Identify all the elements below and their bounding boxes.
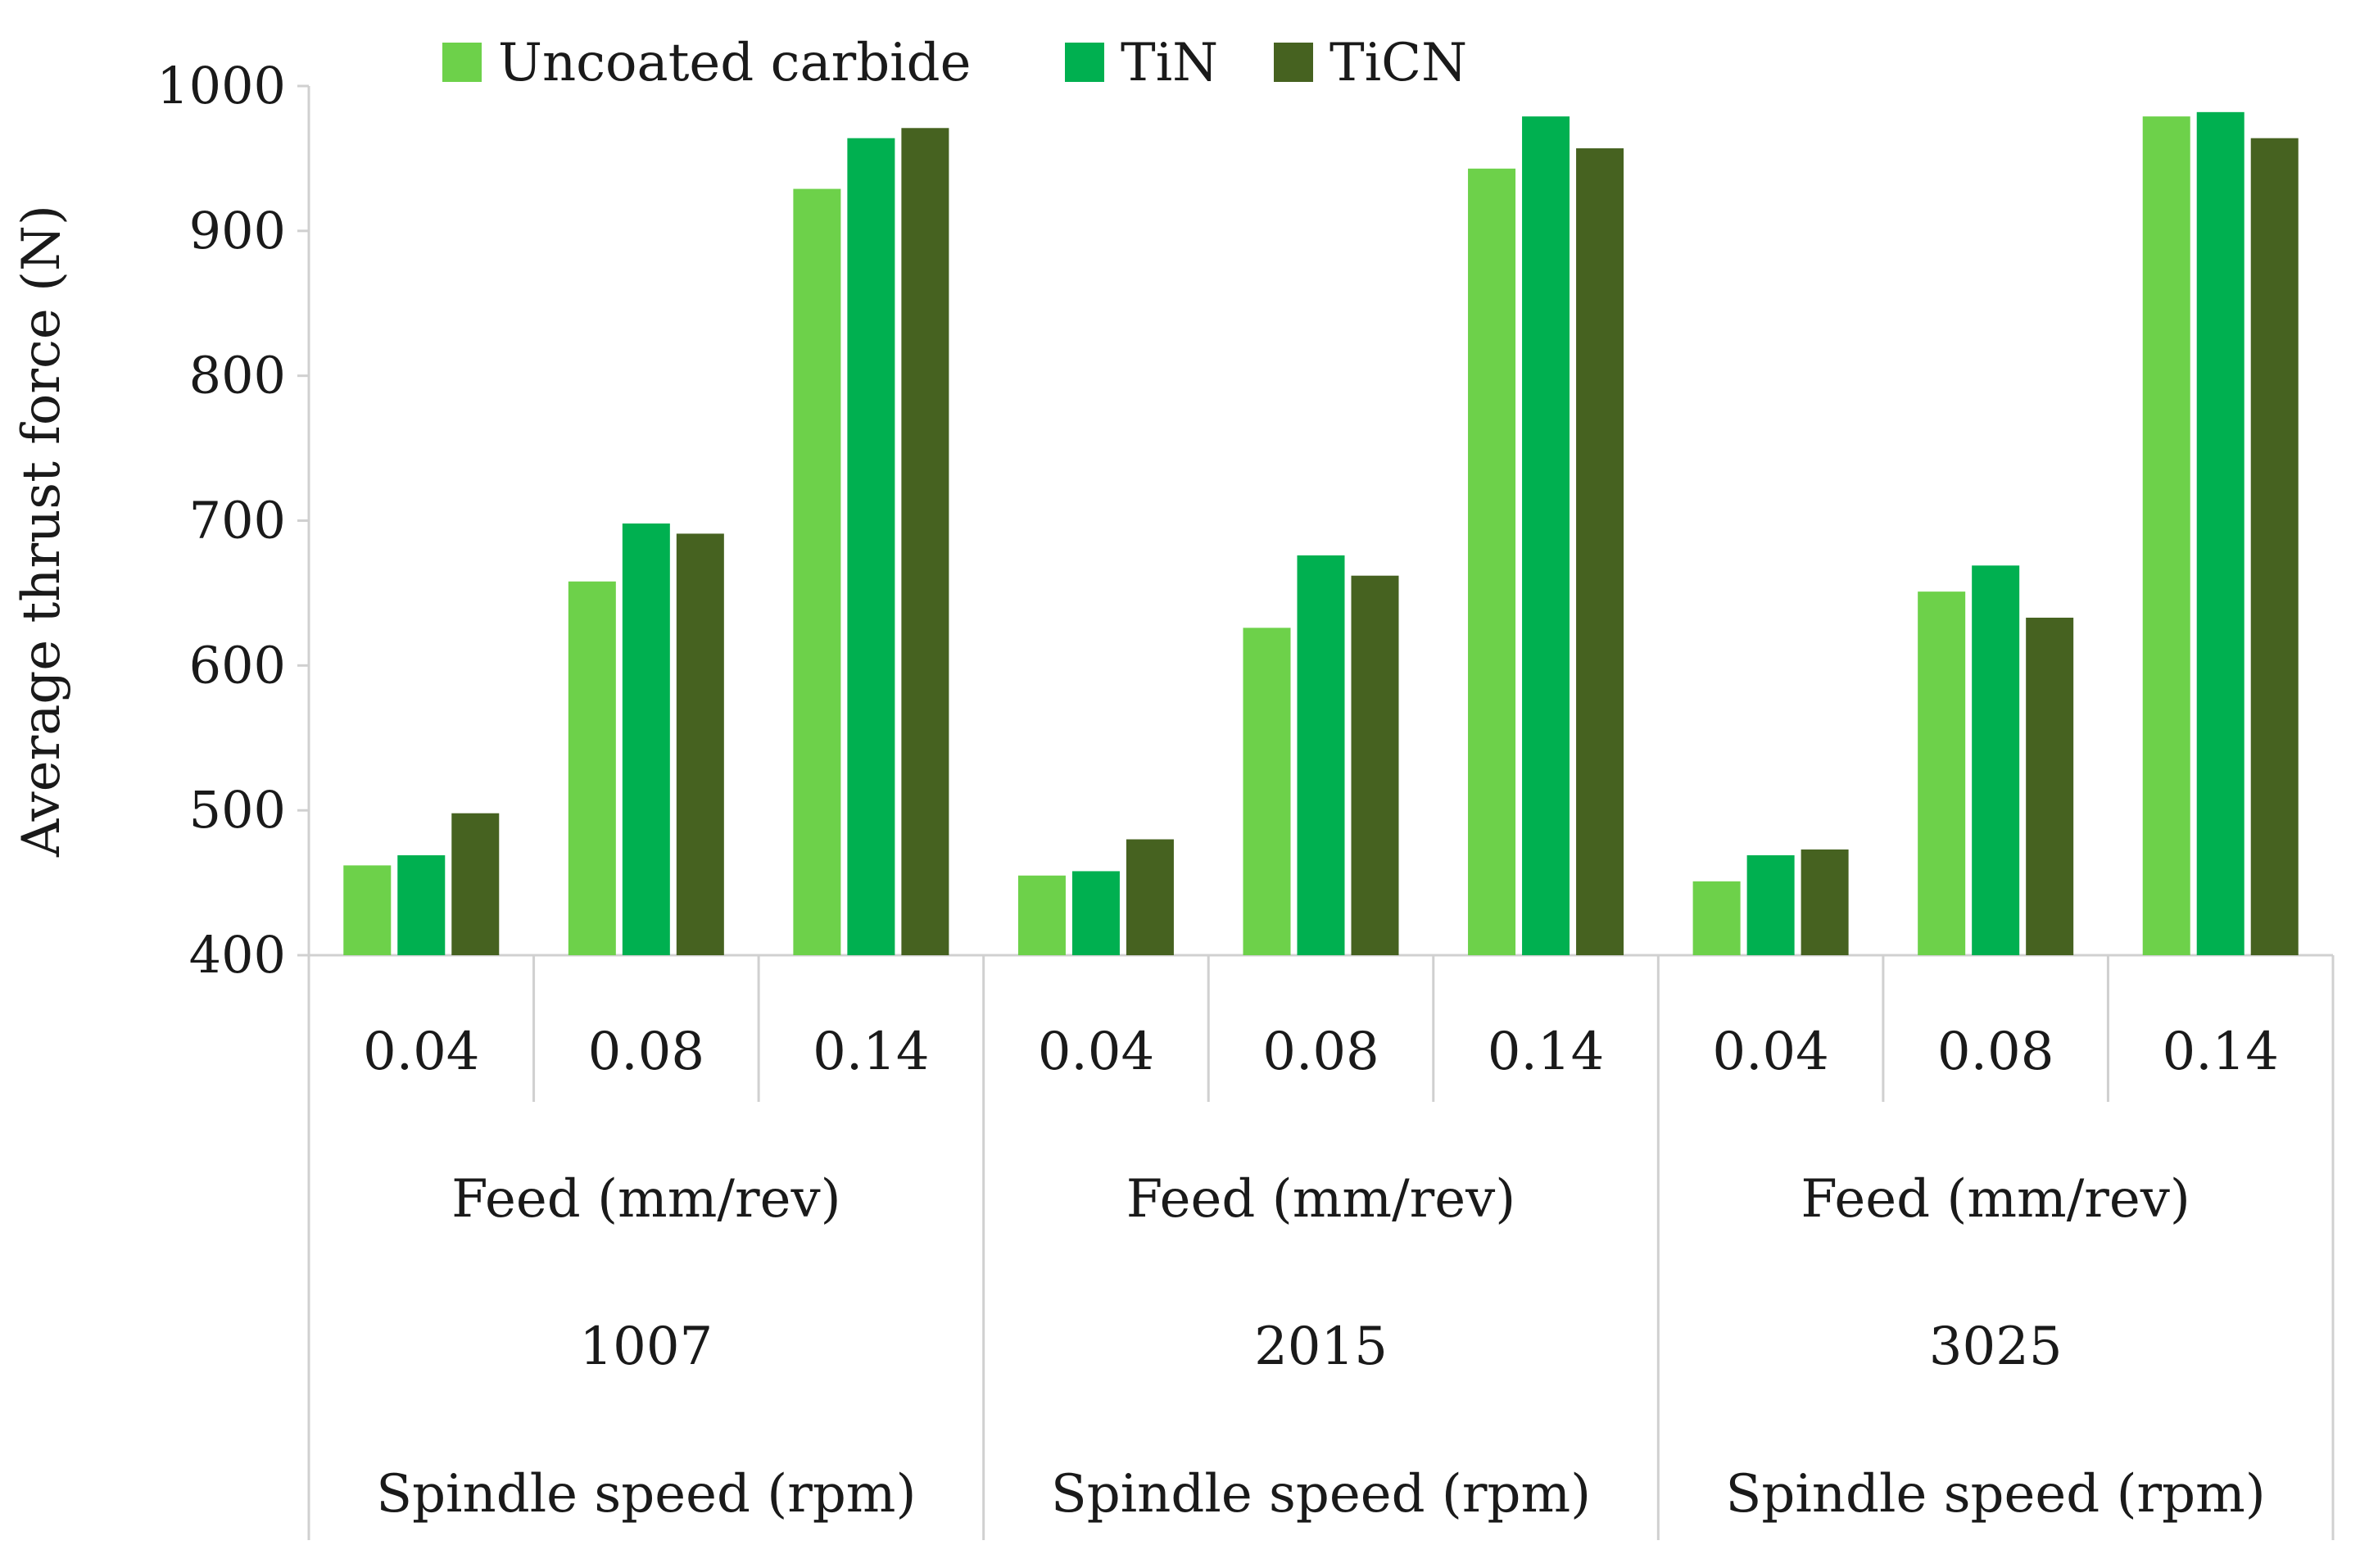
bar: [2142, 116, 2190, 955]
bar: [1692, 881, 1741, 955]
bar: [901, 128, 949, 955]
y-tick-label: 600: [189, 635, 286, 695]
bar: [2196, 111, 2244, 956]
bar: [1522, 116, 1570, 955]
bar: [2026, 617, 2074, 955]
legend-swatch: [1065, 43, 1104, 82]
bar: [343, 865, 392, 955]
x-tick-label: 0.14: [1488, 1022, 1605, 1082]
bar: [793, 188, 841, 956]
spindle-speed-label: Spindle speed (rpm): [376, 1464, 916, 1525]
spindle-speed-label: Spindle speed (rpm): [1726, 1464, 2266, 1525]
bar: [451, 813, 500, 955]
legend-swatch: [442, 43, 482, 82]
x-tick-label: 0.04: [1712, 1022, 1829, 1082]
x-tick-label: 0.14: [2162, 1022, 2279, 1082]
feed-axis-label: Feed (mm/rev): [1801, 1169, 2190, 1230]
bar: [676, 533, 724, 955]
bar: [1746, 854, 1795, 955]
bar: [1351, 575, 1399, 955]
bar: [847, 138, 895, 955]
bar: [1243, 628, 1291, 955]
bar: [622, 523, 670, 955]
bar: [1918, 591, 1966, 955]
legend-label: Uncoated carbide: [498, 33, 971, 93]
y-tick-label: 800: [189, 346, 286, 406]
spindle-speed-value: 2015: [1254, 1316, 1388, 1377]
spindle-speed-value: 3025: [1929, 1316, 2063, 1377]
bar: [1071, 871, 1120, 955]
bar: [397, 854, 446, 955]
y-tick-label: 700: [189, 491, 286, 551]
y-axis-title: Average thrust force (N): [11, 205, 72, 858]
legend-label: TiCN: [1329, 33, 1467, 93]
x-tick-label: 0.08: [1937, 1022, 2054, 1082]
bar: [1801, 849, 1849, 955]
x-tick-label: 0.04: [1038, 1022, 1155, 1082]
legend-label: TiN: [1121, 33, 1218, 93]
x-tick-label: 0.08: [588, 1022, 705, 1082]
feed-axis-label: Feed (mm/rev): [1126, 1169, 1515, 1230]
bar: [2250, 138, 2299, 955]
spindle-speed-value: 1007: [579, 1316, 713, 1377]
bar: [568, 581, 616, 955]
bar: [1576, 148, 1624, 955]
bar: [1468, 168, 1516, 956]
x-tick-label: 0.08: [1262, 1022, 1379, 1082]
bar: [1297, 555, 1345, 955]
y-tick-label: 400: [189, 925, 286, 985]
x-tick-label: 0.14: [813, 1022, 930, 1082]
legend-swatch: [1274, 43, 1313, 82]
y-tick-label: 900: [189, 201, 286, 261]
bar: [1126, 839, 1174, 955]
spindle-speed-label: Spindle speed (rpm): [1051, 1464, 1591, 1525]
x-tick-label: 0.04: [363, 1022, 480, 1082]
bar: [1972, 565, 2020, 955]
y-tick-label: 500: [189, 780, 286, 840]
bar: [1017, 875, 1066, 955]
feed-axis-label: Feed (mm/rev): [451, 1169, 840, 1230]
y-tick-label: 1000: [156, 56, 286, 116]
